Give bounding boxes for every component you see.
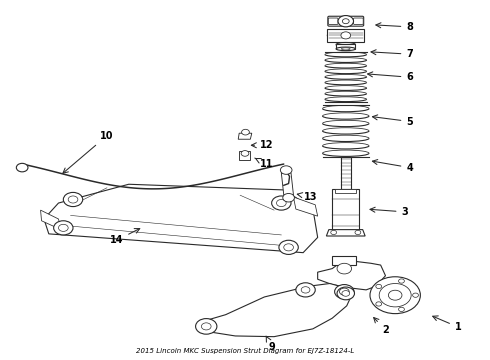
Ellipse shape <box>342 48 350 50</box>
Text: 12: 12 <box>251 140 273 150</box>
Circle shape <box>271 196 291 210</box>
Polygon shape <box>318 261 386 290</box>
Polygon shape <box>327 29 364 42</box>
Circle shape <box>337 287 354 300</box>
Circle shape <box>201 323 211 330</box>
Circle shape <box>342 291 350 296</box>
Circle shape <box>341 32 351 39</box>
Polygon shape <box>239 151 250 160</box>
Polygon shape <box>44 184 318 253</box>
Circle shape <box>279 240 298 255</box>
Circle shape <box>338 15 353 27</box>
Text: 8: 8 <box>376 22 413 32</box>
Text: 10: 10 <box>63 131 114 173</box>
Circle shape <box>241 150 249 156</box>
Circle shape <box>370 277 420 314</box>
Circle shape <box>398 279 404 283</box>
Circle shape <box>335 284 354 299</box>
Polygon shape <box>281 173 294 195</box>
Text: 13: 13 <box>297 192 317 202</box>
Text: 1: 1 <box>433 316 462 332</box>
Polygon shape <box>326 230 365 236</box>
FancyBboxPatch shape <box>328 16 364 26</box>
Circle shape <box>340 288 349 295</box>
Circle shape <box>196 319 217 334</box>
Circle shape <box>389 290 402 300</box>
Circle shape <box>301 287 310 293</box>
Text: 7: 7 <box>371 49 413 59</box>
Text: 4: 4 <box>372 159 413 172</box>
Circle shape <box>276 199 286 207</box>
Ellipse shape <box>327 31 364 40</box>
Text: 3: 3 <box>370 207 408 217</box>
Text: 2: 2 <box>374 318 389 335</box>
FancyBboxPatch shape <box>353 18 363 24</box>
Circle shape <box>53 221 73 235</box>
Circle shape <box>376 284 382 289</box>
Circle shape <box>331 230 337 235</box>
Polygon shape <box>341 157 351 189</box>
Text: 11: 11 <box>255 158 273 169</box>
Text: 6: 6 <box>368 72 413 82</box>
Polygon shape <box>41 210 61 230</box>
FancyBboxPatch shape <box>328 18 338 24</box>
Polygon shape <box>336 44 355 49</box>
Circle shape <box>376 302 382 306</box>
Polygon shape <box>294 197 318 216</box>
Circle shape <box>242 129 249 135</box>
Ellipse shape <box>336 42 355 47</box>
Circle shape <box>413 293 418 297</box>
Circle shape <box>58 224 68 231</box>
Polygon shape <box>335 189 356 193</box>
Circle shape <box>398 307 404 311</box>
Polygon shape <box>238 133 252 139</box>
Circle shape <box>283 193 294 202</box>
Text: 14: 14 <box>110 229 140 245</box>
Polygon shape <box>201 283 352 337</box>
Circle shape <box>284 244 294 251</box>
Circle shape <box>68 196 78 203</box>
Circle shape <box>63 192 83 207</box>
Circle shape <box>379 283 411 307</box>
Circle shape <box>16 163 28 172</box>
Ellipse shape <box>336 47 355 51</box>
Circle shape <box>337 263 352 274</box>
Circle shape <box>280 166 292 174</box>
Circle shape <box>296 283 315 297</box>
Circle shape <box>343 19 349 24</box>
Text: 5: 5 <box>372 115 413 126</box>
Polygon shape <box>332 189 359 233</box>
Circle shape <box>355 230 361 235</box>
Text: 9: 9 <box>266 336 275 352</box>
Polygon shape <box>332 256 356 265</box>
Text: 2015 Lincoln MKC Suspension Strut Diagram for EJ7Z-18124-L: 2015 Lincoln MKC Suspension Strut Diagra… <box>136 348 354 354</box>
